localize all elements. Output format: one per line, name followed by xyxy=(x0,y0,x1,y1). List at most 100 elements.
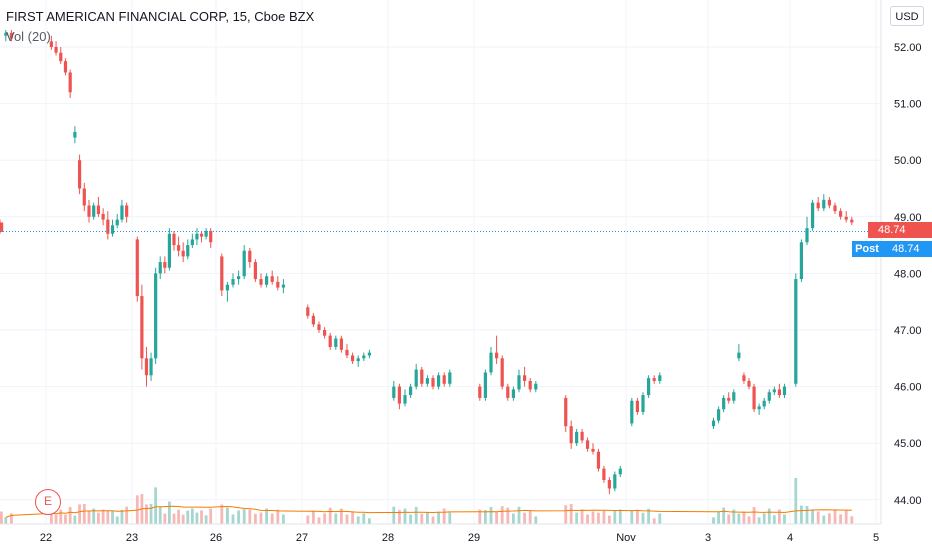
volume-bar xyxy=(591,511,595,524)
volume-bar xyxy=(495,512,498,524)
candle-body xyxy=(618,468,622,475)
volume-bar xyxy=(362,513,366,524)
candle-body xyxy=(483,372,487,398)
candle-body xyxy=(328,335,332,347)
volume-bar xyxy=(800,505,803,524)
candle-body xyxy=(237,276,241,280)
candle-body xyxy=(437,375,441,387)
candle-body xyxy=(96,205,101,214)
candle-body xyxy=(799,242,803,280)
volume-bar xyxy=(254,513,257,524)
price-axis[interactable]: 44.00 45.00 46.00 47.00 48.00 49.00 50.00 51.00… xyxy=(894,42,922,507)
time-axis[interactable]: 22 23 26 27 28 29 Nov 3 4 5 xyxy=(40,532,879,544)
candle-body xyxy=(190,239,194,246)
price-tick-label: 50.00 xyxy=(894,155,922,167)
time-tick-label: 29 xyxy=(468,532,480,544)
volume-bar xyxy=(811,510,814,524)
volume-bar xyxy=(220,504,224,524)
volume-bar xyxy=(523,512,526,524)
volume-bar xyxy=(414,506,418,524)
volume-bar xyxy=(0,518,3,524)
price-tick-label: 49.00 xyxy=(894,212,922,224)
volume-bar xyxy=(757,517,761,524)
last-price-tag: 48.74 xyxy=(868,222,932,238)
candle-body xyxy=(167,233,172,268)
candle-body xyxy=(722,397,726,410)
volume-bar xyxy=(828,513,831,524)
candle-body xyxy=(523,375,527,381)
time-tick-label: 23 xyxy=(126,532,138,544)
volume-bar xyxy=(4,517,8,524)
volume-bar xyxy=(747,516,751,524)
candle-body xyxy=(149,358,153,376)
candle-body xyxy=(827,199,831,206)
candle-body xyxy=(397,386,401,404)
volume-bar xyxy=(259,512,263,524)
volume-bar xyxy=(597,512,600,524)
volume-bar xyxy=(195,512,199,524)
volume-bar xyxy=(850,516,854,524)
candle-body xyxy=(351,355,355,362)
candle-body xyxy=(181,250,185,257)
volume-bar xyxy=(647,508,650,524)
candle-body xyxy=(345,349,349,356)
earnings-marker-icon[interactable]: E xyxy=(35,489,61,515)
volume-indicator-label[interactable]: Vol (20) xyxy=(6,29,51,44)
volume-bar xyxy=(534,516,538,524)
price-tick-label: 47.00 xyxy=(894,325,922,337)
candle-body xyxy=(306,307,310,316)
candle-body xyxy=(564,397,568,427)
candle-body xyxy=(777,389,781,396)
candle-body xyxy=(844,216,848,220)
candle-body xyxy=(49,41,53,47)
volume-bar xyxy=(398,509,401,524)
candle-body xyxy=(500,358,504,387)
candle-body xyxy=(110,225,115,234)
candle-body xyxy=(409,386,413,396)
volume-bar xyxy=(226,507,229,524)
volume-bar xyxy=(839,514,842,524)
candle-body xyxy=(140,296,144,359)
volume-bar xyxy=(586,514,589,524)
candle-body xyxy=(528,380,532,390)
volume-bar xyxy=(186,510,190,524)
volume-bar xyxy=(767,508,771,524)
volume-bar xyxy=(409,514,412,524)
candle-body xyxy=(478,386,482,398)
candle-body xyxy=(596,451,601,469)
candle-body xyxy=(68,72,72,93)
candle-body xyxy=(59,52,63,62)
candle-body xyxy=(176,245,181,251)
currency-button[interactable]: USD xyxy=(890,6,924,26)
volume-bar xyxy=(154,487,158,524)
candle-body xyxy=(511,389,515,398)
candle-body xyxy=(73,131,77,138)
volume-bar xyxy=(10,513,13,524)
volume-bar xyxy=(489,507,493,524)
candle-body xyxy=(115,219,119,226)
candle-body xyxy=(317,324,321,330)
candle-body xyxy=(77,160,82,189)
volume-bar xyxy=(68,507,72,524)
candle-body xyxy=(517,375,521,390)
candle-body xyxy=(144,358,149,376)
candle-body xyxy=(195,233,199,240)
volume-bar xyxy=(564,505,568,524)
candle-body xyxy=(106,219,110,234)
volume-bar xyxy=(248,509,252,524)
volume-bar xyxy=(805,506,809,524)
candle-body xyxy=(403,395,407,404)
candle-body xyxy=(607,479,611,489)
candle-body xyxy=(495,352,499,359)
candle-body xyxy=(323,330,327,336)
volume-bar xyxy=(125,506,129,524)
candle-body xyxy=(4,32,8,36)
volume-bar xyxy=(276,509,280,524)
volume-bar xyxy=(73,515,77,524)
candle-body xyxy=(658,375,662,381)
candle-body xyxy=(575,431,579,444)
volume-bars xyxy=(0,478,854,524)
volume-bar xyxy=(306,515,310,524)
candle-body xyxy=(209,230,213,243)
